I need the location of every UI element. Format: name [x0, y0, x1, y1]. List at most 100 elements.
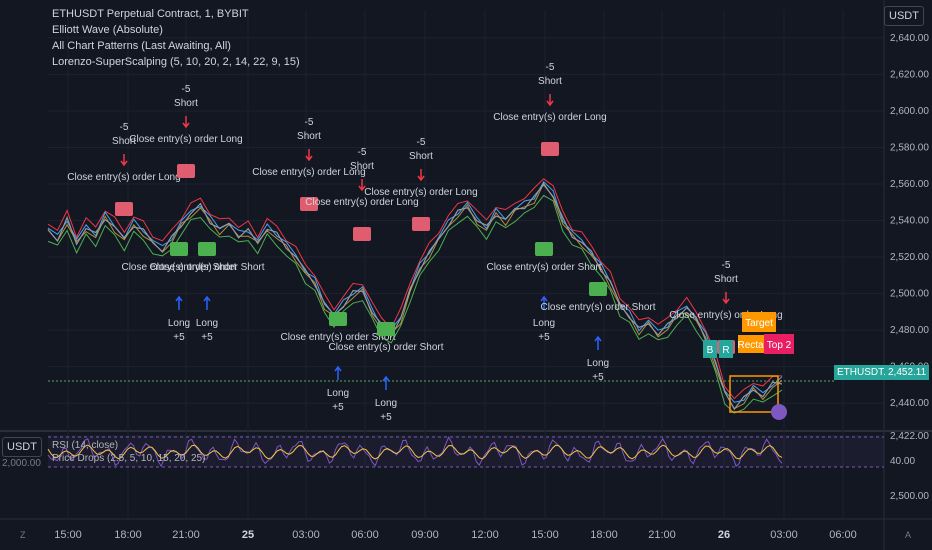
close-long-label: Close entry(s) order Long	[252, 167, 365, 178]
r-label: R	[722, 345, 729, 356]
rsi-line	[47, 436, 783, 468]
short-entry-box	[177, 164, 195, 178]
last-price-symbol: ETHUSDT.P	[834, 365, 896, 380]
rsi-legend-title[interactable]: RSI (14, close)	[52, 440, 119, 451]
close-short-label: Close entry(s) order Short	[540, 302, 655, 313]
long-label: Long	[375, 398, 397, 409]
long-arrow-icon	[540, 295, 548, 310]
close-long-label: Close entry(s) order Long	[493, 112, 606, 123]
y-tick-label: 2,560.00	[890, 179, 929, 190]
b-box	[703, 340, 717, 358]
long-entry-box	[170, 242, 188, 256]
short-arrow-icon	[722, 292, 730, 305]
y-tick-label: 2,640.00	[890, 33, 929, 44]
y-tick-label: 2,440.00	[890, 398, 929, 409]
rsi-legend: RSI (14, close) Price Drops (2.5, 5, 10,…	[52, 439, 205, 465]
long-arrow-icon	[175, 295, 183, 310]
short-arrow-icon	[305, 149, 313, 162]
x-tick-label: 03:00	[292, 529, 320, 541]
legend-indicator-elliott[interactable]: Elliott Wave (Absolute)	[52, 24, 163, 36]
lightning-icon	[771, 404, 787, 420]
short-value-label: -5	[182, 84, 191, 95]
price-drops-legend[interactable]: Price Drops (2.5, 5, 10, 15, 20, 25)	[52, 453, 206, 464]
x-tick-label: 09:00	[411, 529, 439, 541]
rsi-left-value: 2,000.00	[2, 458, 41, 469]
auto-scale-icon[interactable]: A	[905, 530, 912, 540]
chart-legend: ETHUSDT Perpetual Contract, 1, BYBIT Ell…	[52, 6, 300, 70]
y-tick-label: 2,500.00	[890, 289, 929, 300]
target-label: Target	[745, 318, 773, 329]
long-value-label: +5	[173, 332, 185, 343]
long-value-label: +5	[538, 332, 550, 343]
x-tick-label: 06:00	[829, 529, 857, 541]
y-tick-label: 2,620.00	[890, 69, 929, 80]
long-label: Long	[327, 388, 349, 399]
close-long-label: Close entry(s) order Long	[364, 187, 477, 198]
currency-selector-left[interactable]: USDT	[2, 437, 42, 457]
x-tick-label: 21:00	[172, 529, 200, 541]
long-entry-box	[589, 282, 607, 296]
top2-box	[764, 334, 794, 354]
legend-indicator-patterns[interactable]: All Chart Patterns (Last Awaiting, All)	[52, 40, 231, 52]
x-tick-label: 25	[242, 529, 254, 541]
short-arrow-icon	[358, 179, 366, 192]
long-label: Long	[196, 318, 218, 329]
x-tick-label: 03:00	[770, 529, 798, 541]
short-entry-box	[412, 217, 430, 231]
y-tick-label: 2,520.00	[890, 252, 929, 263]
rsi-ma-line	[47, 444, 783, 460]
long-value-label: +5	[592, 372, 604, 383]
x-tick-label: 15:00	[54, 529, 82, 541]
short-label: Short	[538, 76, 562, 87]
long-entry-box	[535, 242, 553, 256]
x-tick-label: 26	[718, 529, 730, 541]
x-tick-label: 06:00	[351, 529, 379, 541]
x-tick-label: 21:00	[648, 529, 676, 541]
short-entry-box	[300, 197, 318, 211]
y-tick-label: 2,540.00	[890, 216, 929, 227]
currency-selector-top[interactable]: USDT	[884, 6, 924, 26]
short-arrow-icon	[546, 94, 554, 107]
short-value-label: -5	[722, 260, 731, 271]
long-entry-box	[329, 312, 347, 326]
close-short-label: Close entry(s) order Short	[280, 332, 395, 343]
y-tick-label: 2,600.00	[890, 106, 929, 117]
short-value-label: -5	[417, 137, 426, 148]
r-box	[719, 340, 733, 358]
short-label: Short	[350, 161, 374, 172]
short-label: Short	[297, 131, 321, 142]
x-tick-label: 18:00	[114, 529, 142, 541]
close-short-label: Close entry(s) order Short	[149, 262, 264, 273]
short-entry-box	[541, 142, 559, 156]
x-tick-label: 18:00	[590, 529, 618, 541]
long-label: Long	[533, 318, 555, 329]
rsi-tick-label: 2,500.00	[890, 491, 929, 502]
long-label: Long	[168, 318, 190, 329]
long-arrow-icon	[382, 375, 390, 390]
x-tick-label: 15:00	[531, 529, 559, 541]
short-arrow-icon	[120, 154, 128, 167]
short-label: Short	[112, 136, 136, 147]
b-label: B	[707, 345, 714, 356]
x-tick-label: 12:00	[471, 529, 499, 541]
legend-symbol[interactable]: ETHUSDT Perpetual Contract, 1, BYBIT	[52, 8, 249, 20]
short-value-label: -5	[305, 117, 314, 128]
long-entry-box	[377, 322, 395, 336]
close-long-label: Close entry(s) order Long	[67, 172, 180, 183]
close-short-label: Close entry(s) order Short	[486, 262, 601, 273]
long-entry-box	[198, 242, 216, 256]
rectangle-label: Rectangle	[737, 340, 782, 351]
timezone-icon[interactable]: Z	[20, 530, 26, 540]
long-value-label: +5	[332, 402, 344, 413]
legend-indicator-scalping[interactable]: Lorenzo-SuperScalping (5, 10, 20, 2, 14,…	[52, 56, 300, 68]
long-label: Long	[587, 358, 609, 369]
top2-label: Top 2	[767, 340, 792, 351]
short-arrow-icon	[182, 116, 190, 129]
y-tick-label: 2,580.00	[890, 142, 929, 153]
long-value-label: +5	[380, 412, 392, 423]
y-tick-label: 2,422.00	[890, 431, 929, 442]
close-long-label: Close entry(s) order Long	[669, 310, 782, 321]
rsi-tick-label: 40.00	[890, 456, 915, 467]
upper-band-line	[47, 178, 783, 400]
